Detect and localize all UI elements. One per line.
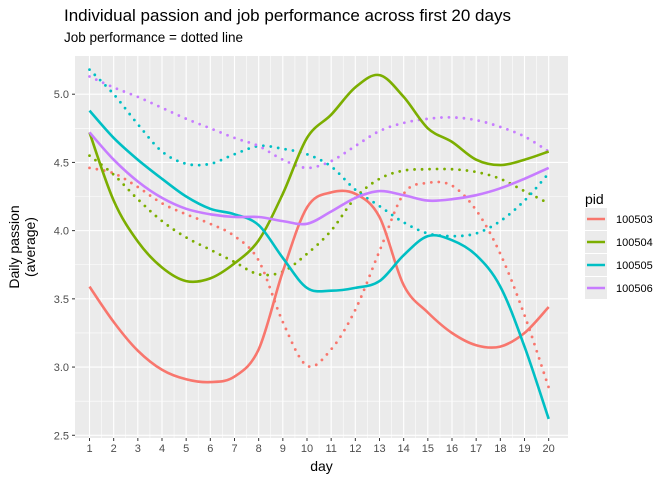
performance-line-100505	[88, 68, 551, 238]
x-tick-label: 9	[280, 443, 286, 455]
x-tick-label: 4	[159, 443, 165, 455]
x-tick-label: 11	[325, 443, 336, 455]
passion-line-100503	[88, 189, 550, 384]
passion-line-100504	[88, 73, 550, 284]
legend: pid 100503 100504 100505 100506	[585, 191, 653, 299]
performance-line-100506	[88, 75, 551, 170]
x-tick-label: 17	[470, 443, 482, 455]
chart-subtitle: Job performance = dotted line	[64, 30, 243, 45]
y-axis-title-line-2: (average)	[22, 217, 38, 277]
x-tick-label: 7	[231, 443, 237, 455]
axis-ticks	[72, 93, 550, 441]
x-tick-label: 10	[301, 443, 313, 455]
chart-title: Individual passion and job performance a…	[64, 6, 511, 25]
x-axis-title: day	[310, 458, 333, 474]
passion-line-100506	[88, 131, 550, 226]
x-tick-label: 18	[494, 443, 506, 455]
x-tick-label: 14	[398, 443, 410, 455]
x-tick-label: 8	[256, 443, 262, 455]
x-tick-label: 3	[135, 443, 141, 455]
x-tick-label: 2	[111, 443, 117, 455]
x-tick-label: 6	[207, 443, 213, 455]
x-tick-label: 19	[518, 443, 530, 455]
y-tick-labels: 2.5 3.0 3.5 4.0 4.5 5.0	[54, 89, 69, 442]
y-tick-label: 2.5	[54, 430, 69, 442]
legend-label-100506: 100506	[616, 283, 653, 295]
y-tick-label: 5.0	[54, 89, 69, 101]
x-tick-label: 1	[86, 443, 92, 455]
y-tick-label: 3.5	[54, 294, 69, 306]
legend-title: pid	[585, 191, 604, 207]
passion-line-100505	[88, 109, 550, 420]
performance-line-100504	[88, 154, 551, 277]
x-tick-label: 13	[373, 443, 385, 455]
x-tick-label: 20	[543, 443, 555, 455]
x-tick-label: 12	[349, 443, 361, 455]
y-tick-label: 4.0	[54, 226, 69, 238]
x-tick-label: 16	[446, 443, 458, 455]
plot-panel	[75, 56, 568, 438]
series-layer	[88, 68, 551, 420]
legend-label-100505: 100505	[616, 260, 653, 272]
y-tick-label: 4.5	[54, 157, 69, 169]
legend-label-100503: 100503	[616, 214, 653, 226]
x-tick-label: 5	[183, 443, 189, 455]
legend-label-100504: 100504	[616, 237, 653, 249]
y-tick-label: 3.0	[54, 362, 69, 374]
x-tick-labels: 1 2 3 4 5 6 7 8 9 10 11 12 13 14 15 16 17 18 19 20	[86, 443, 554, 455]
x-tick-label: 15	[422, 443, 434, 455]
y-axis-title-line-1: Daily passion	[6, 205, 22, 288]
